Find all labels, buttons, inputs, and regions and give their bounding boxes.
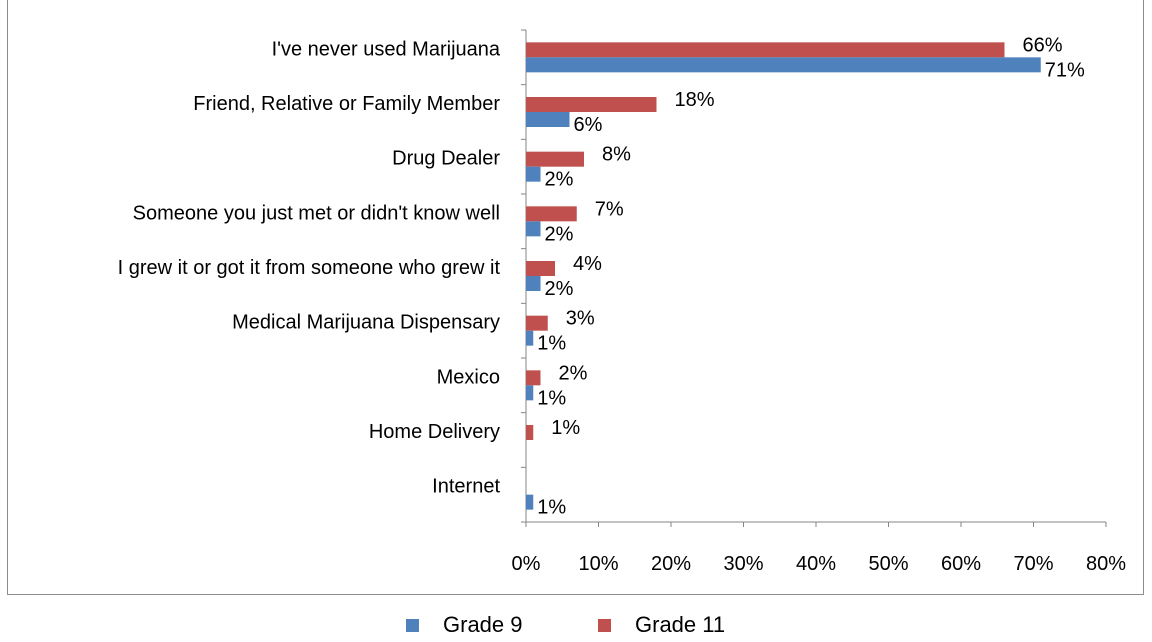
category-label: Medical Marijuana Dispensary — [232, 312, 500, 334]
x-tick-label: 80% — [1086, 553, 1126, 575]
category-label: Mexico — [437, 366, 500, 388]
category-label: I've never used Marijuana — [272, 38, 501, 60]
data-label-grade-11: 7% — [595, 198, 624, 220]
legend-swatch-grade-9 — [406, 618, 419, 632]
x-tick-label: 0% — [512, 553, 541, 575]
x-tick-label: 40% — [796, 553, 836, 575]
data-label-grade-9: 6% — [574, 114, 603, 136]
data-label-grade-9: 2% — [545, 223, 574, 245]
x-tick-label: 10% — [578, 553, 618, 575]
x-tick-label: 70% — [1013, 553, 1053, 575]
x-tick-label: 20% — [651, 553, 691, 575]
bar-grade-11 — [526, 42, 1005, 58]
category-label: Someone you just met or didn't know well — [133, 202, 500, 224]
data-label-grade-9: 1% — [537, 387, 566, 409]
bar-grade-11 — [526, 425, 534, 440]
bar-grade-11 — [526, 370, 541, 386]
bar-grade-9 — [526, 385, 534, 401]
data-label-grade-11: 2% — [559, 362, 588, 384]
data-label-grade-9: 1% — [537, 497, 566, 519]
bar-grade-11 — [526, 97, 657, 112]
data-label-grade-11: 4% — [573, 253, 602, 275]
bar-grade-9 — [526, 276, 541, 291]
category-label: Home Delivery — [369, 421, 500, 443]
bar-grade-11 — [526, 315, 548, 331]
data-label-grade-11: 1% — [551, 417, 580, 439]
data-label-grade-9: 1% — [537, 333, 566, 355]
bar-grade-9 — [526, 330, 534, 346]
x-tick-label: 30% — [723, 553, 763, 575]
category-label: Friend, Relative or Family Member — [193, 93, 500, 115]
data-label-grade-9: 2% — [545, 169, 574, 191]
legend-swatch-grade-11 — [598, 618, 611, 632]
data-label-grade-11: 8% — [602, 144, 631, 166]
data-label-grade-9: 2% — [545, 278, 574, 300]
bar-grade-9 — [526, 57, 1041, 73]
bar-grade-9 — [526, 221, 541, 237]
chart-legend: Grade 9 Grade 11 — [0, 612, 1152, 642]
data-label-grade-11: 66% — [1023, 34, 1063, 56]
bar-grade-11 — [526, 261, 555, 276]
bar-grade-9 — [526, 494, 534, 510]
data-label-grade-11: 3% — [566, 308, 595, 330]
bar-grade-9 — [526, 112, 570, 127]
bar-grade-9 — [526, 166, 541, 182]
data-label-grade-9: 71% — [1045, 59, 1085, 81]
bar-grade-11 — [526, 206, 577, 222]
category-label: I grew it or got it from someone who gre… — [118, 257, 501, 279]
bar-chart: 0% 10% 20% 30% 40% 50% 60% 70% 80% I've never use… — [118, 29, 1126, 575]
category-label: Internet — [432, 476, 500, 498]
legend-label-grade-11: Grade 11 — [635, 612, 726, 637]
x-tick-label: 50% — [868, 553, 908, 575]
legend-item-grade-11: Grade 11 — [598, 612, 725, 638]
legend-item-grade-9: Grade 9 — [406, 612, 523, 638]
category-label: Drug Dealer — [392, 148, 500, 170]
x-tick-label: 60% — [941, 553, 981, 575]
bar-grade-11 — [526, 151, 584, 167]
legend-label-grade-9: Grade 9 — [443, 612, 523, 637]
data-label-grade-11: 18% — [675, 89, 715, 111]
